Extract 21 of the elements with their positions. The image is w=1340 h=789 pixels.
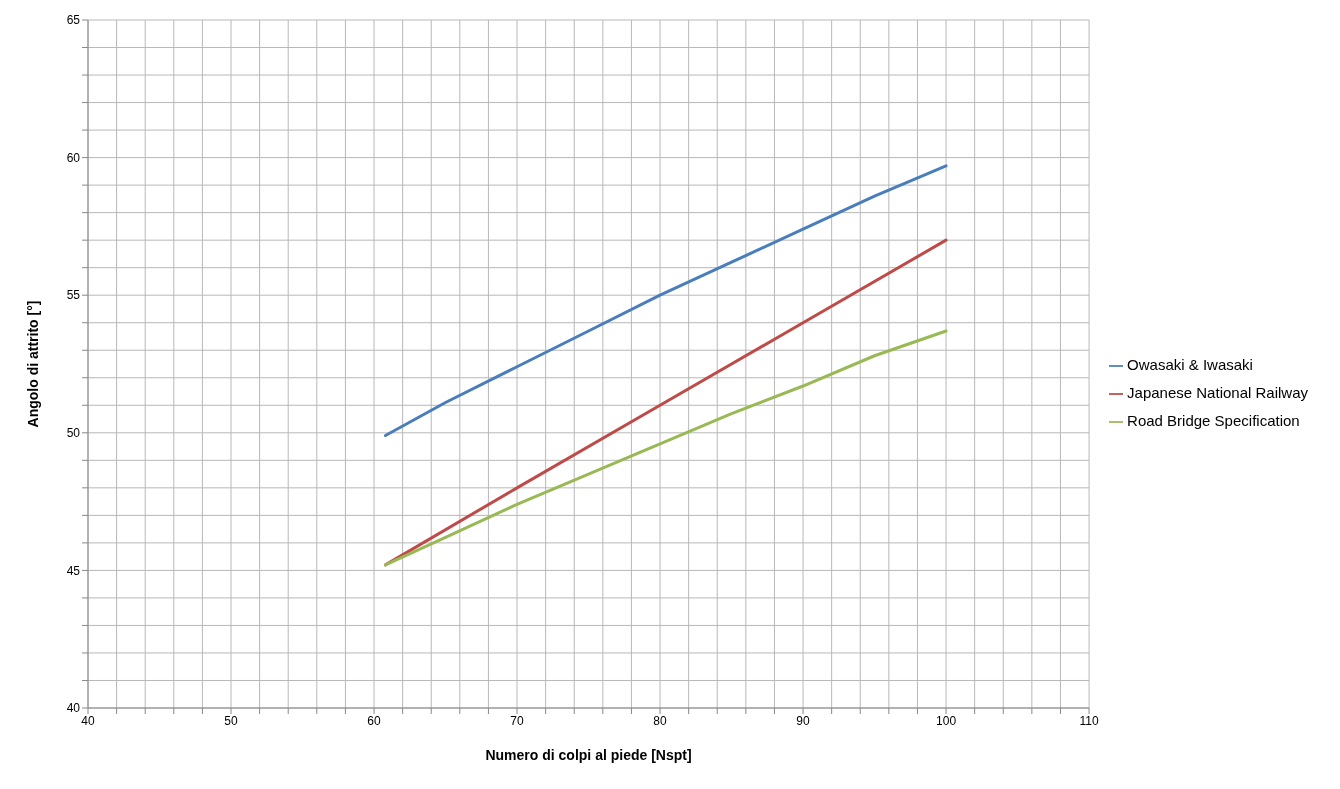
y-tick-label: 60 [66, 150, 81, 165]
x-axis-title: Numero di colpi al piede [Nspt] [485, 747, 692, 763]
legend-label: Road Bridge Specification [1127, 412, 1300, 429]
x-tick-label: 50 [224, 713, 238, 728]
legend-label: Japanese National Railway [1127, 384, 1308, 401]
x-tick-label: 100 [936, 713, 957, 728]
x-tick-label: 40 [81, 713, 95, 728]
x-tick-label: 70 [510, 713, 525, 728]
x-tick-label: 60 [367, 713, 382, 728]
y-tick-label: 40 [66, 701, 81, 716]
y-tick-label: 55 [66, 288, 81, 303]
x-tick-label: 110 [1079, 713, 1099, 728]
legend-label: Owasaki & Iwasaki [1127, 356, 1253, 373]
y-tick-label: 45 [66, 563, 81, 578]
y-axis-title: Angolo di attrito [°] [24, 300, 41, 428]
x-tick-label: 80 [653, 713, 668, 728]
line-series [383, 164, 948, 438]
y-tick-label: 65 [66, 13, 81, 28]
line-series [383, 329, 948, 567]
x-tick-label: 90 [796, 713, 811, 728]
y-tick-label: 50 [66, 426, 81, 441]
